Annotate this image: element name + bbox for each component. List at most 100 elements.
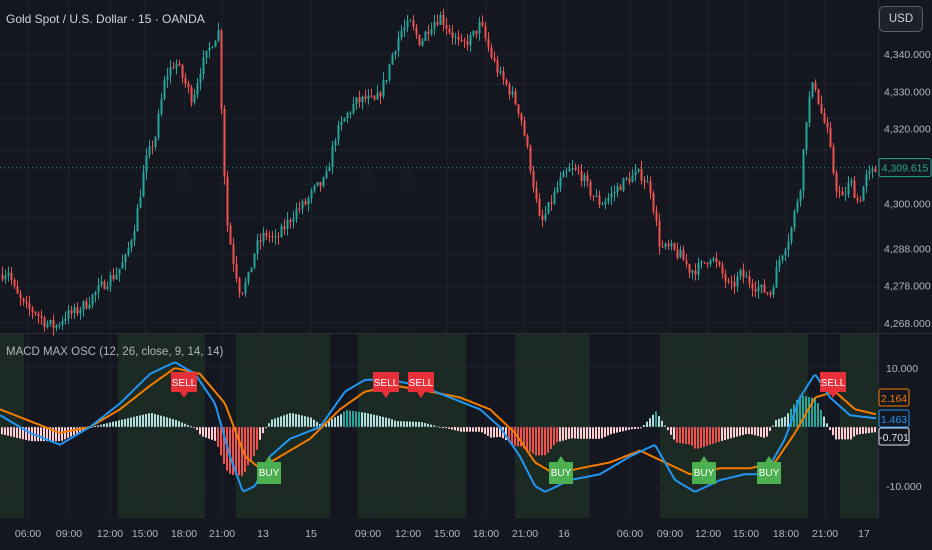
candle-body xyxy=(634,171,637,176)
histogram-bar xyxy=(388,418,390,427)
candle-body xyxy=(307,197,310,205)
candle xyxy=(442,8,445,32)
candle xyxy=(646,175,649,183)
histogram-bar xyxy=(244,427,246,473)
histogram-bar xyxy=(472,427,474,432)
histogram-bar xyxy=(706,427,708,446)
histogram-bar xyxy=(232,427,234,475)
histogram-bar xyxy=(70,427,72,437)
candle-body xyxy=(10,272,13,280)
candle-body xyxy=(370,95,373,97)
candle xyxy=(25,295,28,309)
candle-body xyxy=(541,215,544,220)
candle-body xyxy=(787,241,790,250)
candle xyxy=(550,194,553,211)
candle xyxy=(865,169,868,194)
candle-body xyxy=(34,312,37,314)
candle-body xyxy=(565,171,568,173)
histogram-bar xyxy=(313,419,315,427)
candle xyxy=(40,310,43,326)
histogram-bar xyxy=(736,427,738,437)
histogram-bar xyxy=(655,411,657,427)
histogram-bar xyxy=(61,427,63,441)
candle xyxy=(661,240,664,249)
candle xyxy=(142,164,145,198)
candle-body xyxy=(544,213,547,220)
histogram-bar xyxy=(52,427,54,442)
candle xyxy=(28,295,31,317)
candle xyxy=(448,24,451,35)
candle-body xyxy=(553,191,556,204)
histogram-bar xyxy=(25,427,27,440)
histogram-bar xyxy=(652,414,654,427)
candle-body xyxy=(781,255,784,261)
histogram-bar xyxy=(13,427,15,438)
histogram-bar xyxy=(316,421,318,427)
value-badge-label: -0.701 xyxy=(879,432,909,444)
histogram-bar xyxy=(256,427,258,450)
candle-body xyxy=(382,80,385,97)
candle-body xyxy=(649,181,652,194)
candle-body xyxy=(862,186,865,202)
candle-body xyxy=(13,279,16,287)
candle xyxy=(577,164,580,175)
histogram-bar xyxy=(175,419,177,427)
currency-button[interactable]: USD xyxy=(879,6,923,32)
candle-body xyxy=(715,258,718,263)
buy-marker xyxy=(757,456,781,484)
candle-body xyxy=(316,181,319,186)
histogram-bar xyxy=(610,427,612,435)
histogram-bar xyxy=(559,427,561,442)
symbol-title: Gold Spot / U.S. Dollar · 15 · OANDA xyxy=(6,12,205,26)
candle-body xyxy=(511,91,514,95)
histogram-bar xyxy=(850,427,852,440)
candle xyxy=(400,24,403,41)
histogram-bar xyxy=(433,425,435,427)
candle-body xyxy=(232,244,235,264)
candle xyxy=(841,187,844,196)
candle xyxy=(586,170,589,187)
histogram-bar xyxy=(508,427,510,443)
candle xyxy=(844,186,847,201)
candle xyxy=(613,185,616,202)
candle-body xyxy=(4,275,7,280)
candle xyxy=(67,304,70,324)
histogram-bar xyxy=(763,427,765,438)
candle xyxy=(439,11,442,25)
candle xyxy=(124,253,127,271)
histogram-bar xyxy=(364,412,366,427)
histogram-bar xyxy=(151,413,153,427)
candle xyxy=(91,293,94,309)
histogram-bar xyxy=(199,427,201,435)
candle xyxy=(403,19,406,38)
candle-body xyxy=(139,196,142,208)
histogram-bar xyxy=(688,427,690,445)
candle xyxy=(196,77,199,99)
histogram-bar xyxy=(46,427,48,442)
histogram-bar xyxy=(253,427,255,457)
candle xyxy=(532,165,535,193)
candle-body xyxy=(163,79,166,99)
candle xyxy=(19,289,22,306)
histogram-bar xyxy=(847,427,849,440)
candle-body xyxy=(19,293,22,299)
candle-body xyxy=(193,94,196,103)
histogram-bar xyxy=(391,419,393,427)
candle-body xyxy=(736,276,739,287)
candle xyxy=(817,88,820,105)
time-tick-label: 18:00 xyxy=(171,528,197,540)
candle xyxy=(667,240,670,250)
candle-body xyxy=(751,283,754,289)
candle-body xyxy=(220,30,223,109)
candle xyxy=(244,277,247,298)
candle-body xyxy=(298,208,301,210)
histogram-bar xyxy=(409,421,411,427)
candle-body xyxy=(223,108,226,177)
histogram-bar xyxy=(130,417,132,427)
candle-body xyxy=(373,96,376,100)
candle xyxy=(112,268,115,281)
candle xyxy=(337,120,340,146)
candle-body xyxy=(559,177,562,188)
candle xyxy=(418,34,421,47)
